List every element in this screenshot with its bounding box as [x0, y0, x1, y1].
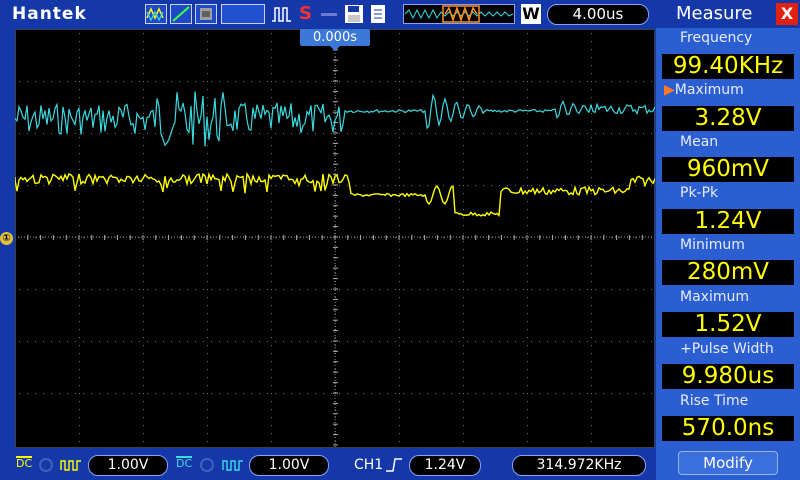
ch2-volts-display[interactable]: 1.00V [249, 455, 329, 476]
measure-value-mean[interactable]: 960mV [662, 157, 794, 182]
measure-value-frequency[interactable]: 99.40KHz [662, 54, 794, 79]
measure-value-maximum-selected[interactable]: 3.28V [662, 106, 794, 131]
measure-value-rise-time[interactable]: 570.0ns [662, 416, 794, 441]
measure-label-frequency: Frequency [680, 30, 753, 46]
ground-marker[interactable]: ① [0, 232, 13, 245]
measure-value-pkpk[interactable]: 1.24V [662, 209, 794, 234]
measure-panel: Measure X Frequency 99.40KHz ▶Maximum 3.… [656, 0, 800, 480]
measure-value-minimum[interactable]: 280mV [662, 260, 794, 285]
ch2-probe-icon [222, 460, 243, 471]
measure-label-maximum-selected: ▶Maximum [664, 82, 744, 98]
waveform-traces [15, 91, 655, 217]
measure-label-pkpk: Pk-Pk [680, 185, 719, 201]
trigger-level-display[interactable]: 1.24V [409, 455, 481, 476]
ch2-coupling-icon[interactable]: DC [176, 456, 193, 470]
bottom-status-bar: DC 1.00V DC 1.00V CH1 1.24V 314.972KHz [0, 450, 656, 480]
network-icon [321, 13, 337, 16]
trigger-frequency-display: 314.972KHz [512, 455, 646, 476]
trigger-source[interactable]: CH1 [354, 457, 384, 473]
bw-limit-icon [39, 458, 53, 472]
print-icon[interactable] [195, 4, 217, 24]
measure-value-pulse-width[interactable]: 9.980us [662, 364, 794, 389]
cursor-icon[interactable] [170, 4, 192, 24]
measure-label-maximum: Maximum [680, 289, 749, 305]
s-icon[interactable]: S [299, 3, 312, 24]
w-icon[interactable]: W [521, 4, 541, 24]
waveform-icon[interactable] [145, 4, 167, 24]
measure-label-minimum: Minimum [680, 237, 745, 253]
timebase-display[interactable]: 4.00us [547, 4, 649, 25]
selected-arrow-icon: ▶ [664, 82, 675, 98]
ch2-bw-limit-icon [200, 458, 214, 472]
ch1-trace [15, 171, 655, 217]
measure-label-pulse-width: +Pulse Width [680, 341, 774, 357]
measure-title: Measure [676, 3, 753, 24]
trigger-edge-icon[interactable] [384, 457, 404, 473]
close-button[interactable]: X [776, 3, 798, 25]
ch1-coupling-icon[interactable]: DC [16, 456, 33, 470]
save-icon[interactable] [344, 4, 364, 24]
wave-overview-icon[interactable] [403, 4, 515, 24]
pulse-icon[interactable] [270, 4, 294, 24]
brand-logo: Hantek [12, 4, 87, 24]
graticule [15, 29, 655, 448]
status-box [221, 4, 265, 24]
ch1-volts-display[interactable]: 1.00V [88, 455, 168, 476]
measure-label-mean: Mean [680, 134, 719, 150]
modify-button[interactable]: Modify [678, 451, 778, 475]
waveform-screen[interactable] [15, 29, 655, 448]
measure-label-rise-time: Rise Time [680, 393, 749, 409]
file-icon[interactable] [369, 4, 389, 24]
top-toolbar: Hantek S W 4.00us [0, 0, 656, 28]
trigger-time-marker[interactable]: 0.000s [300, 29, 370, 51]
measure-header: Measure X [656, 0, 800, 28]
ch2-trace [15, 91, 655, 147]
ch1-probe-icon [60, 460, 81, 471]
measure-value-maximum[interactable]: 1.52V [662, 312, 794, 337]
